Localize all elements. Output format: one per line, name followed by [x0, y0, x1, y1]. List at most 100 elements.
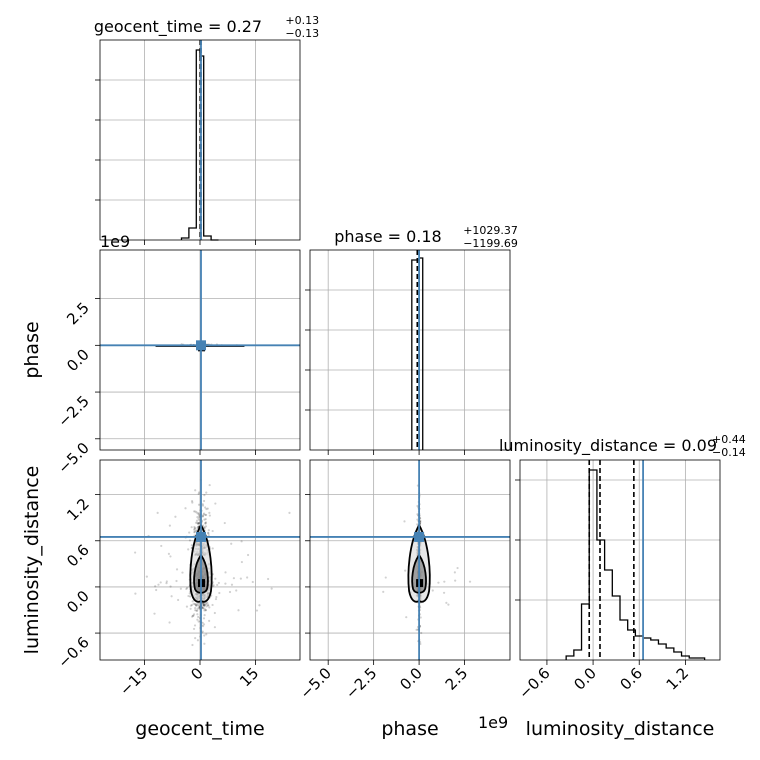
y-axis-label-luminosity-distance: luminosity_distance	[21, 466, 43, 655]
scatter-point	[196, 526, 199, 529]
scatter-point	[202, 603, 205, 606]
scatter-point	[193, 602, 197, 606]
scatter-point	[192, 627, 196, 631]
y-axis-label-phase: phase	[21, 321, 43, 378]
scatter-point	[196, 639, 199, 642]
scatter-point	[218, 591, 221, 595]
scatter-point	[419, 616, 422, 619]
scatter-point	[198, 515, 201, 518]
scatter-point	[165, 580, 168, 583]
scatter-point	[190, 544, 193, 547]
scatter-point	[145, 575, 148, 578]
x-tick-label: 1.2	[663, 664, 693, 694]
title-subscript: −0.14	[712, 446, 746, 459]
scatter-point	[197, 522, 201, 525]
scatter-point	[246, 576, 249, 579]
scatter-point	[382, 590, 385, 593]
scatter-point	[154, 585, 157, 588]
scatter-point	[267, 577, 270, 581]
scatter-point	[191, 615, 194, 618]
y-tick-label: −0.6	[54, 633, 92, 671]
scatter-point	[207, 529, 210, 532]
title-superscript: +0.44	[712, 433, 746, 446]
scatter-point	[159, 581, 162, 584]
scatter-point	[197, 503, 201, 506]
scatter-point	[214, 502, 217, 505]
scatter-point	[197, 615, 200, 619]
scatter-point	[202, 513, 205, 516]
scatter-point	[207, 531, 210, 534]
scatter-point	[207, 532, 210, 535]
scatter-point	[195, 519, 199, 522]
scatter-point	[270, 587, 273, 590]
scatter-point	[192, 614, 195, 617]
scatter-point	[203, 604, 206, 607]
scatter-point	[193, 510, 196, 513]
y-tick-label: 1.2	[63, 495, 93, 525]
scatter-point	[204, 521, 208, 524]
scatter-point	[189, 607, 192, 610]
scatter-point	[240, 540, 243, 543]
panel-frame	[519, 459, 721, 661]
scatter-point	[201, 515, 205, 518]
panel-frame	[309, 249, 511, 451]
scatter-point	[165, 582, 168, 585]
scatter-point	[188, 595, 192, 598]
scatter-point	[208, 606, 211, 609]
scatter-point	[181, 571, 184, 574]
scatter-point	[193, 624, 197, 627]
scatter-point	[196, 516, 199, 519]
scatter-point	[204, 608, 207, 612]
panel-phase-vs-geocent-time: −5.0 −2.5 0.0 2.5 1e9	[54, 232, 301, 477]
scatter-point	[224, 582, 227, 585]
scatter-point	[202, 602, 205, 605]
scatter-point	[202, 617, 206, 620]
scatter-point	[204, 517, 207, 521]
scatter-point	[198, 605, 201, 609]
scatter-point	[197, 602, 200, 605]
x-tick-label: 0.0	[396, 664, 426, 694]
scatter-point	[153, 612, 156, 615]
scatter-point	[203, 604, 206, 607]
scatter-point	[204, 525, 208, 528]
scatter-point	[194, 529, 197, 532]
gridlines	[310, 250, 510, 450]
scatter-point	[211, 547, 214, 550]
scatter-point	[205, 491, 208, 494]
scatter-point	[251, 580, 254, 584]
panel-ld-vs-phase: −5.0 −2.5 0.0 2.5 1e9	[297, 459, 511, 732]
scatter-point	[194, 521, 198, 524]
scatter-point	[198, 519, 201, 522]
scatter-point	[196, 609, 199, 612]
scatter-point	[405, 616, 408, 619]
scatter-point	[202, 623, 206, 626]
scatter-point	[201, 625, 205, 628]
title-superscript: +1029.37	[463, 224, 518, 237]
scatter-point	[203, 526, 206, 530]
scatter-point	[194, 637, 197, 640]
panel-title: geocent_time = 0.27	[94, 17, 262, 37]
scatter-point	[196, 604, 199, 607]
scatter-point	[203, 634, 206, 637]
scatter-point	[175, 579, 178, 583]
scatter-point	[196, 602, 199, 605]
scatter-point	[230, 542, 233, 545]
scatter-point	[420, 631, 423, 635]
scatter-point	[431, 589, 434, 592]
x-axis-label-luminosity-distance: luminosity_distance	[526, 718, 715, 740]
scatter-point	[168, 621, 171, 624]
scatter-point	[160, 544, 163, 548]
y-offset-text: 1e9	[100, 232, 130, 251]
scatter-point	[468, 580, 472, 583]
scatter-point	[204, 513, 207, 516]
scatter-point	[197, 492, 200, 495]
scatter-point	[214, 597, 218, 601]
title-subscript: −1199.69	[463, 237, 518, 250]
scatter-point	[191, 643, 194, 647]
y-tick-label: 0.0	[63, 345, 93, 375]
y-tick-label: −5.0	[54, 439, 92, 477]
scatter-point	[196, 522, 200, 526]
scatter-point	[202, 604, 205, 607]
scatter-point	[201, 630, 204, 633]
